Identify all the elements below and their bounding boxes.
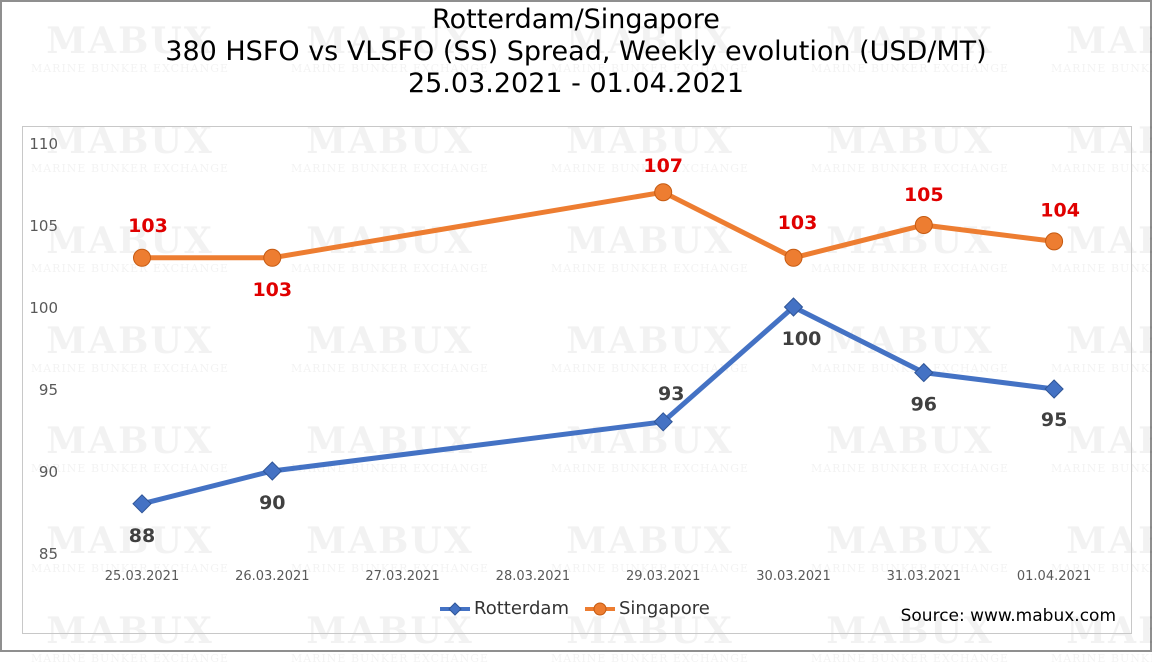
data-point-rotterdam (783, 297, 804, 317)
x-tick-label: 28.03.2021 (496, 569, 570, 584)
data-label-singapore: 103 (128, 215, 168, 237)
x-tick-label: 25.03.2021 (105, 569, 179, 584)
data-label-singapore: 104 (1040, 199, 1080, 221)
data-label-rotterdam: 93 (658, 383, 684, 405)
plot-area-border (22, 126, 1132, 634)
y-tick-label: 105 (29, 217, 58, 235)
data-point-singapore (654, 183, 673, 202)
title-line-2: 380 HSFO vs VLSFO (SS) Spread, Weekly ev… (165, 36, 987, 67)
data-label-rotterdam: 95 (1041, 409, 1067, 431)
series-line-rotterdam (139, 304, 1057, 507)
data-label-singapore: 103 (252, 279, 292, 301)
series-line-singapore (139, 189, 1057, 261)
data-point-rotterdam (132, 494, 152, 514)
y-tick-label: 100 (29, 299, 58, 317)
y-tick-label: 110 (29, 135, 58, 153)
x-tick-label: 31.03.2021 (887, 569, 961, 584)
data-label-singapore: 103 (778, 212, 818, 234)
data-point-rotterdam (653, 412, 673, 432)
legend: Rotterdam Singapore (440, 598, 710, 619)
y-tick-label: 90 (39, 463, 58, 481)
source-credit: Source: www.mabux.com (900, 606, 1116, 626)
data-label-singapore: 105 (904, 184, 944, 206)
y-tick-label: 95 (39, 381, 58, 399)
data-label-rotterdam: 88 (129, 525, 155, 547)
y-tick-label: 85 (39, 545, 58, 563)
data-point-rotterdam (262, 461, 283, 481)
x-tick-label: 29.03.2021 (626, 569, 700, 584)
legend-swatch-rotterdam (440, 601, 470, 616)
data-point-rotterdam (1044, 379, 1064, 399)
title-line-1: Rotterdam/Singapore (432, 4, 720, 35)
x-tick-label: 01.04.2021 (1017, 569, 1091, 584)
title-line-3: 25.03.2021 - 01.04.2021 (407, 68, 745, 99)
legend-item-rotterdam: Rotterdam (440, 598, 569, 619)
legend-swatch-singapore (584, 602, 615, 615)
data-label-rotterdam: 90 (259, 492, 285, 514)
chart-title: Rotterdam/Singapore 380 HSFO vs VLSFO (S… (0, 4, 1152, 100)
x-tick-label: 26.03.2021 (235, 569, 309, 584)
data-label-singapore: 107 (643, 155, 683, 177)
data-point-singapore (263, 248, 282, 267)
data-label-rotterdam: 96 (911, 394, 937, 416)
x-tick-label: 27.03.2021 (365, 569, 439, 584)
data-point-singapore (784, 248, 803, 267)
data-point-singapore (914, 216, 933, 234)
legend-label-singapore: Singapore (618, 598, 710, 619)
x-tick-label: 30.03.2021 (756, 569, 830, 584)
data-point-singapore (133, 248, 151, 267)
legend-label-rotterdam: Rotterdam (474, 598, 569, 619)
data-label-rotterdam: 100 (782, 328, 822, 350)
data-point-rotterdam (914, 362, 934, 383)
data-point-singapore (1045, 232, 1064, 251)
legend-item-singapore: Singapore (584, 598, 710, 619)
